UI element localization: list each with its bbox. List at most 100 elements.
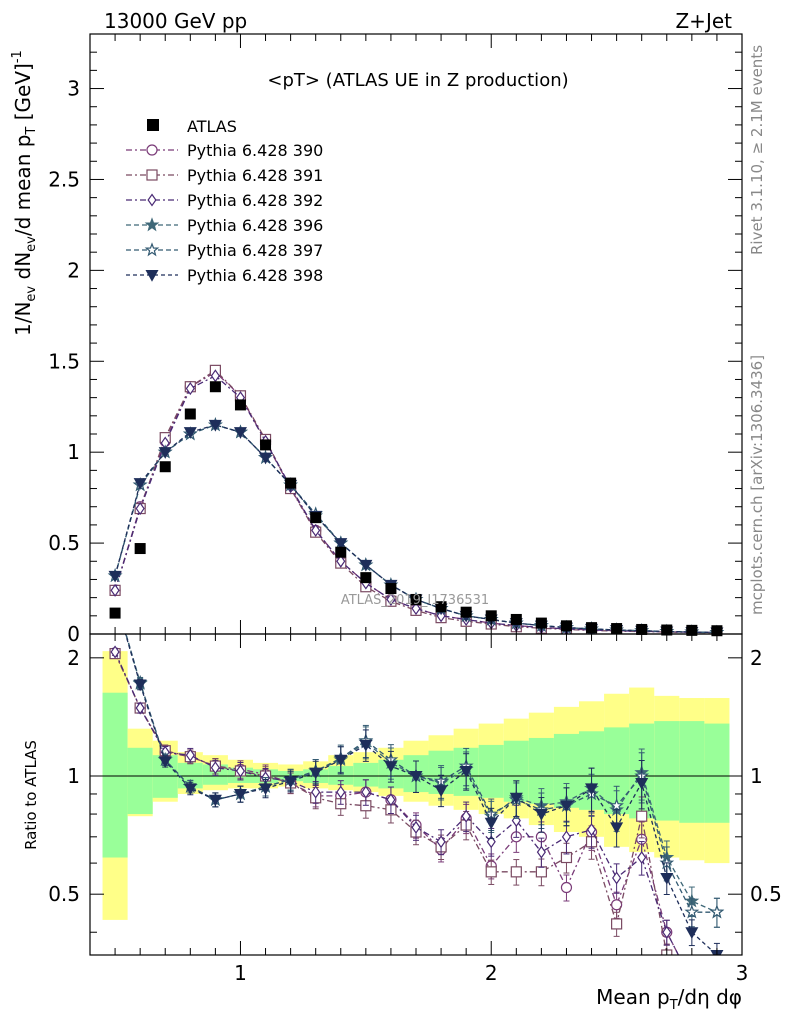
series-point-ratio: [409, 771, 423, 783]
series-point-main: [334, 538, 348, 550]
series-point-ratio: [611, 918, 623, 930]
y-tick-label: 0.5: [48, 531, 80, 555]
data-point-atlas: [285, 477, 297, 489]
series-point-ratio: [208, 794, 222, 807]
legend-marker: [146, 169, 158, 181]
plot-title: <pT> (ATLAS UE in Z production): [267, 70, 568, 91]
series-point-ratio: [386, 793, 396, 807]
series-point-ratio: [684, 904, 700, 919]
series-point-ratio: [235, 764, 246, 778]
series-point-ratio: [536, 845, 546, 859]
series-point-ratio: [559, 800, 573, 813]
data-point-atlas: [535, 617, 547, 629]
ratio-y-tick-label-right: 0.5: [750, 882, 782, 906]
band-inner: [478, 744, 504, 798]
x-tick-label: 3: [736, 961, 749, 985]
series-point-ratio: [309, 767, 323, 780]
data-point-atlas: [260, 439, 272, 451]
x-axis-label: Mean pT/dη dφ: [596, 985, 742, 1013]
series-point-ratio: [610, 822, 624, 835]
ratio-y-tick-label: 0.5: [48, 882, 80, 906]
series-point-ratio: [434, 785, 448, 797]
legend-label: Pythia 6.428 397: [187, 241, 323, 260]
legend-marker: [146, 144, 158, 156]
series-point-ratio: [560, 881, 573, 894]
series-point-main: [208, 419, 222, 432]
data-point-atlas: [485, 610, 497, 622]
series-point-main: [110, 583, 120, 597]
series-point-ratio: [611, 899, 623, 911]
data-point-atlas: [234, 399, 246, 411]
data-point-atlas: [134, 543, 146, 555]
y-tick-label: 3: [67, 77, 80, 101]
ratio-y-tick-label-right: 1: [750, 764, 763, 788]
data-point-atlas: [460, 606, 472, 618]
series-point-ratio: [185, 748, 195, 762]
data-point-atlas: [184, 408, 196, 420]
series-point-main: [108, 570, 122, 583]
series-point-ratio: [484, 817, 498, 830]
band-inner: [328, 766, 354, 785]
data-point-atlas: [109, 607, 121, 619]
series-point-ratio: [685, 927, 699, 939]
y-axis-label: 1/Nev dNev/d mean pT [GeV]-1: [10, 50, 39, 336]
data-point-atlas: [560, 620, 572, 632]
band-inner: [654, 721, 680, 821]
series-point-main: [259, 452, 273, 465]
series-point-ratio: [284, 776, 298, 788]
y-tick-label: 0: [67, 622, 80, 646]
x-tick-label: 1: [234, 961, 247, 985]
series-point-ratio: [411, 820, 421, 834]
series-point-ratio: [233, 788, 247, 801]
series-point-ratio: [510, 866, 522, 878]
ratio-y-axis-label: Ratio to ATLAS: [22, 740, 40, 850]
data-point-atlas: [209, 381, 221, 393]
series-point-ratio: [612, 871, 622, 885]
series-point-main: [436, 609, 446, 623]
band-inner: [679, 721, 705, 823]
series-point-ratio: [334, 754, 348, 767]
legend-label: Pythia 6.428 392: [187, 191, 323, 210]
series-point-main: [311, 523, 321, 537]
legend-label: Pythia 6.428 390: [187, 141, 323, 160]
series-point-ratio: [210, 761, 220, 775]
data-point-atlas: [360, 572, 372, 584]
series-point-main: [336, 554, 346, 568]
header-energy: 13000 GeV pp: [104, 9, 247, 33]
series-point-main: [158, 447, 172, 459]
series-point-ratio: [359, 739, 373, 752]
legend-label: Pythia 6.428 398: [187, 266, 323, 285]
series-point-ratio: [637, 850, 647, 865]
ratio-panel-series: [109, 634, 725, 955]
series-point-main: [133, 478, 147, 490]
series-point-main: [183, 427, 197, 439]
band-inner: [102, 692, 128, 858]
series-point-ratio: [336, 785, 346, 799]
legend-label: Pythia 6.428 396: [187, 216, 323, 235]
series-point-ratio: [110, 645, 120, 659]
data-point-atlas: [335, 546, 347, 558]
series-point-ratio: [709, 904, 725, 919]
axis-ticks: 1 2 3 0 0.5 1 1.5 2 2.5 3 0.5 0.5 1 1 2 2: [48, 34, 782, 985]
series-point-main: [233, 427, 247, 439]
legend-label-atlas: ATLAS: [187, 117, 237, 136]
data-point-atlas: [410, 593, 422, 605]
series-point-ratio: [384, 761, 398, 773]
legend-marker: [144, 242, 160, 257]
series-point-main: [386, 592, 396, 607]
series-point-ratio: [158, 756, 172, 769]
legend-marker: [145, 270, 159, 282]
legend-marker: [147, 193, 157, 207]
series-point-ratio: [662, 925, 672, 939]
series-point-ratio: [585, 783, 599, 796]
series-point-ratio: [183, 783, 197, 796]
y-tick-label: 1: [67, 440, 80, 464]
y-tick-label: 2.5: [48, 167, 80, 191]
data-point-atlas: [435, 601, 447, 613]
legend: ATLAS Pythia 6.428 390 Pythia 6.428 391 Pyt…: [126, 117, 323, 285]
series-point-ratio: [133, 679, 147, 692]
watermark: ATLAS_2019_I1736531: [341, 593, 489, 608]
series-point-ratio: [135, 701, 145, 715]
series-point-ratio: [459, 765, 473, 778]
